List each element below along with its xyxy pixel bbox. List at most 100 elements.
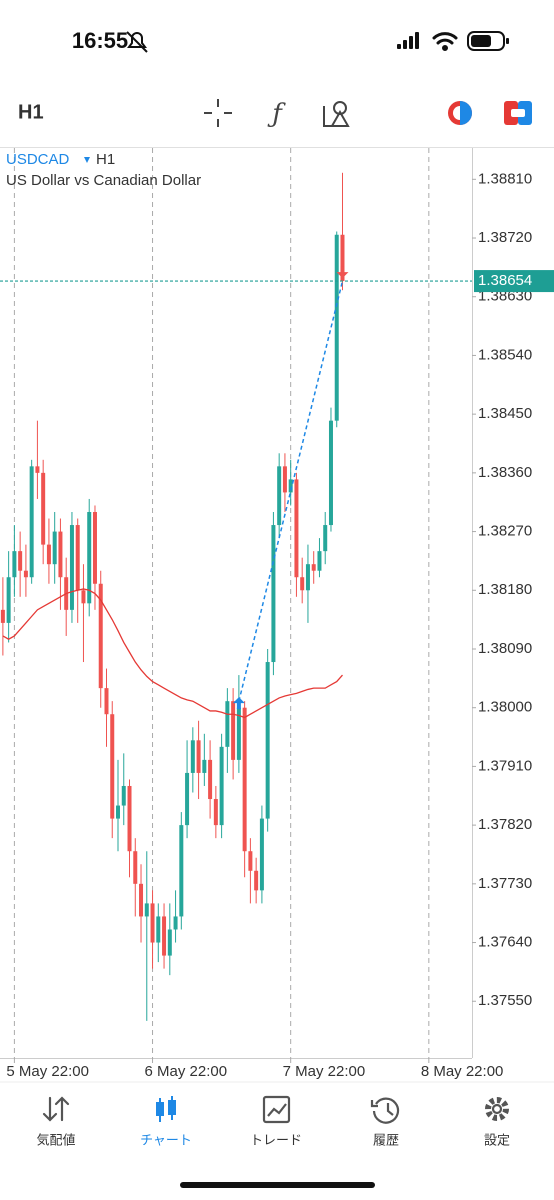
symbol-dropdown[interactable] [84,157,90,163]
symbol-description: US Dollar vs Canadian Dollar [6,172,201,189]
nav-item[interactable]: 気配値 [36,1132,75,1147]
candle-body [156,916,161,943]
candle-body [288,479,293,493]
battery-icon [467,31,509,51]
candle-body [242,707,247,852]
candle-body [35,466,40,473]
candle-body [58,531,63,578]
symbol[interactable]: USDCAD [6,151,70,168]
candle-body [254,870,259,891]
candle-body [133,851,138,884]
buy-arrow [232,697,245,710]
nav: 気配値 チャート トレード 履歴 設定 [36,1132,510,1147]
sell-arrow [336,266,349,279]
candle-body [18,551,23,571]
x-tick-label: 5 May 22:00 [6,1063,89,1080]
y-tick-label: 1.38360 [478,464,532,481]
candle-body [41,472,46,545]
candle-body [225,701,230,747]
signal-icon [397,32,419,49]
candle-body [162,916,167,956]
candle-body [328,420,333,526]
plot: 5 May 22:00 6 May 22:00 7 May 22:00 8 May 2… [0,148,554,1080]
candle-body [282,466,287,493]
y-tick-label: 1.38000 [478,699,532,716]
candle-body [213,799,218,826]
nav-item[interactable]: チャート [140,1132,192,1147]
candle-body [127,785,132,852]
chart-timeframe: H1 [96,151,115,168]
status-time: 16:55 [72,28,128,53]
y-tick-label: 1.38450 [478,405,532,422]
x-tick-label: 7 May 22:00 [283,1063,366,1080]
chart-icon [156,1096,176,1122]
y-tick-label: 1.37820 [478,816,532,833]
candle-body [121,785,126,806]
candle-body [46,544,51,565]
candle-body [167,929,172,956]
x-tick-label: 6 May 22:00 [145,1063,228,1080]
timeframe-button[interactable]: H1 [18,101,44,123]
nav-item[interactable]: トレード [250,1132,302,1147]
candle-body [116,805,120,819]
trade-button[interactable] [448,101,472,125]
candle-body [6,577,11,623]
candle-body [139,883,144,917]
nav-item[interactable]: 設定 [484,1132,510,1147]
candle-body [196,740,201,773]
current-price-label: 1.38654 [478,272,532,289]
candle-body [340,234,345,282]
account-button[interactable] [504,101,532,125]
y-tick-label: 1.38540 [478,346,532,363]
candle-body [69,525,74,610]
candle-body [334,234,339,421]
candle-body [92,512,97,584]
candle-body [29,466,34,578]
candle-body [75,525,80,591]
current-price-box [474,270,554,293]
y-tick-label: 1.37640 [478,934,532,951]
candle-body [81,590,86,604]
candle-body [300,577,305,591]
objects-button[interactable] [323,101,350,127]
settings-icon [485,1097,509,1121]
candle-body [98,583,103,689]
candle-body [219,746,224,826]
y-tick-label: 1.37730 [478,875,532,892]
crosshair-button[interactable] [204,99,232,127]
candle-body [236,707,241,760]
candle-body [185,772,190,826]
candle-body [12,551,17,578]
candle-body [317,551,322,571]
moving-average [2,588,343,719]
quotes-icon [42,1096,70,1122]
candle-body [87,512,92,604]
candle-body [173,916,178,930]
y-tick-label: 1.38720 [478,229,532,246]
trade-line [238,280,344,702]
y-tick-label: 1.37910 [478,757,532,774]
x-tick-label: 8 May 22:00 [421,1063,504,1080]
candle-body [202,759,207,773]
candle-body [208,759,213,800]
mute-icon [126,31,148,53]
y-tick-label: 1.38810 [478,170,532,187]
candle-body [248,851,253,871]
candle-body [150,903,155,943]
candle-body [265,662,270,819]
candle-body [294,479,299,578]
candle-body [179,825,184,917]
candle-body [104,688,109,715]
candle-body [144,903,149,917]
trade-icon [262,1095,291,1124]
candle-body [190,740,195,773]
candle-body [271,525,276,663]
candle-body [0,609,5,623]
candle-body [311,564,316,571]
nav-item[interactable]: 履歴 [373,1132,399,1147]
indicators-button[interactable]: ƒ [267,99,286,129]
y-tick-label: 1.37550 [478,992,532,1009]
candle-body [110,714,115,819]
